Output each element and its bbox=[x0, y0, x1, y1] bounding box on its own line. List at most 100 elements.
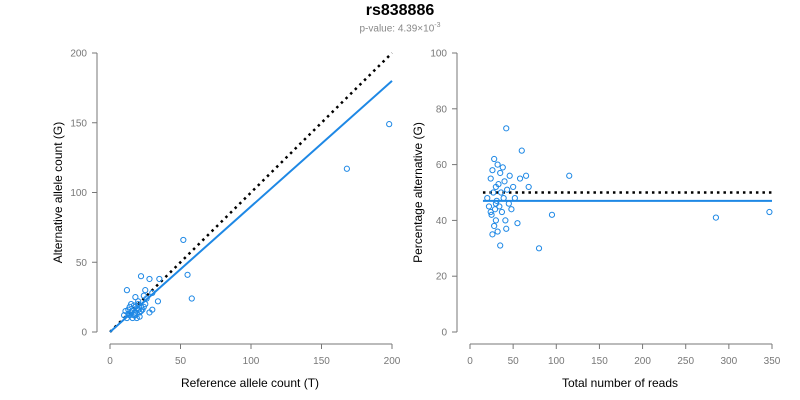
y-tick-label: 100 bbox=[70, 188, 87, 199]
x-tick-label: 0 bbox=[467, 356, 473, 367]
reference-line-dotted bbox=[109, 52, 393, 333]
data-point bbox=[142, 301, 149, 308]
percentage-scatter-panel: 0 50 100 150 200 250 300 350 0 20 40 60 80 100 Total n… bbox=[411, 49, 781, 391]
data-point bbox=[121, 312, 128, 319]
data-point bbox=[510, 183, 517, 191]
data-point bbox=[495, 181, 502, 188]
y-tick-label: 50 bbox=[76, 258, 88, 269]
data-point bbox=[132, 294, 139, 301]
data-point bbox=[146, 275, 153, 283]
data-point bbox=[149, 289, 156, 297]
y-tick-label: 20 bbox=[436, 272, 448, 283]
data-point bbox=[506, 172, 513, 179]
x-tick-label: 50 bbox=[508, 356, 520, 367]
data-point bbox=[566, 172, 573, 179]
data-point bbox=[154, 298, 162, 305]
x-tick-label: 50 bbox=[175, 356, 187, 367]
data-point bbox=[490, 189, 497, 196]
data-point bbox=[766, 208, 773, 216]
data-point bbox=[180, 236, 187, 244]
data-point bbox=[501, 178, 508, 185]
data-point bbox=[135, 298, 142, 305]
data-point bbox=[386, 121, 393, 128]
data-point bbox=[487, 175, 494, 182]
chart-subtitle: p-value: 4.39×10-3 bbox=[0, 22, 800, 34]
y-tick-label: 0 bbox=[441, 328, 447, 339]
x-tick-label: 350 bbox=[764, 356, 781, 367]
data-point bbox=[488, 211, 495, 218]
data-point bbox=[485, 203, 493, 210]
y-tick-label: 0 bbox=[81, 328, 87, 339]
data-point bbox=[503, 225, 510, 232]
x-tick-label: 150 bbox=[313, 356, 330, 367]
data-point bbox=[492, 200, 499, 207]
x-axis-label: Reference allele count (T) bbox=[181, 376, 319, 390]
data-point bbox=[535, 245, 543, 252]
data-point bbox=[504, 186, 511, 193]
data-point bbox=[491, 206, 499, 213]
data-point bbox=[132, 309, 139, 316]
data-point bbox=[497, 242, 504, 249]
data-point bbox=[188, 295, 195, 302]
data-point bbox=[125, 310, 132, 317]
data-point bbox=[130, 302, 138, 309]
y-tick-label: 60 bbox=[436, 160, 448, 171]
data-point bbox=[123, 287, 131, 294]
data-point bbox=[511, 194, 518, 202]
data-point bbox=[137, 303, 145, 310]
data-point bbox=[516, 175, 524, 182]
x-tick-label: 300 bbox=[721, 356, 738, 367]
x-tick-label: 100 bbox=[548, 356, 565, 367]
data-point bbox=[518, 147, 525, 154]
x-axis-label: Total number of reads bbox=[562, 376, 678, 390]
allele-count-scatter-panel: 0 50 100 150 200 0 50 100 150 200 Reference allele… bbox=[51, 49, 401, 391]
data-point bbox=[494, 228, 501, 235]
data-point bbox=[505, 200, 512, 207]
data-point bbox=[500, 194, 507, 202]
data-point bbox=[142, 287, 149, 294]
data-point bbox=[499, 164, 506, 171]
data-point bbox=[343, 165, 350, 172]
fit-line bbox=[109, 80, 393, 333]
x-tick-label: 150 bbox=[591, 356, 608, 367]
y-axis-label: Alternative allele count (G) bbox=[51, 122, 65, 263]
data-point bbox=[149, 306, 156, 313]
x-tick-label: 200 bbox=[384, 356, 401, 367]
y-axis-label: Percentage alternative (G) bbox=[411, 122, 425, 263]
data-point bbox=[496, 203, 503, 210]
data-point bbox=[489, 231, 496, 238]
data-point bbox=[497, 169, 504, 177]
data-point bbox=[498, 208, 506, 216]
data-point bbox=[548, 211, 556, 218]
data-point bbox=[489, 167, 496, 174]
data-point bbox=[508, 206, 515, 213]
p-value-text: p-value: 4.39×10 bbox=[359, 23, 435, 35]
x-tick-label: 100 bbox=[243, 356, 260, 367]
data-point bbox=[502, 217, 509, 224]
data-point bbox=[137, 273, 145, 280]
p-value-exponent: -3 bbox=[434, 22, 441, 29]
chart-title: rs838886 bbox=[365, 2, 435, 19]
data-point bbox=[491, 222, 498, 230]
x-tick-label: 200 bbox=[634, 356, 651, 367]
data-point bbox=[497, 189, 505, 196]
data-point bbox=[514, 220, 521, 227]
data-point bbox=[126, 303, 133, 310]
y-tick-label: 150 bbox=[70, 118, 87, 129]
data-point bbox=[493, 197, 500, 204]
data-point bbox=[156, 275, 163, 283]
y-tick-label: 100 bbox=[430, 49, 447, 60]
data-point bbox=[492, 217, 499, 224]
data-point bbox=[494, 161, 501, 168]
y-tick-label: 80 bbox=[436, 104, 448, 115]
data-point bbox=[522, 172, 530, 179]
data-point bbox=[491, 155, 498, 163]
y-tick-label: 200 bbox=[70, 49, 87, 60]
data-point bbox=[184, 271, 191, 278]
data-point bbox=[712, 214, 720, 221]
data-point bbox=[140, 292, 147, 299]
data-point bbox=[484, 194, 491, 202]
data-point bbox=[136, 313, 143, 320]
y-tick-label: 40 bbox=[436, 216, 448, 227]
